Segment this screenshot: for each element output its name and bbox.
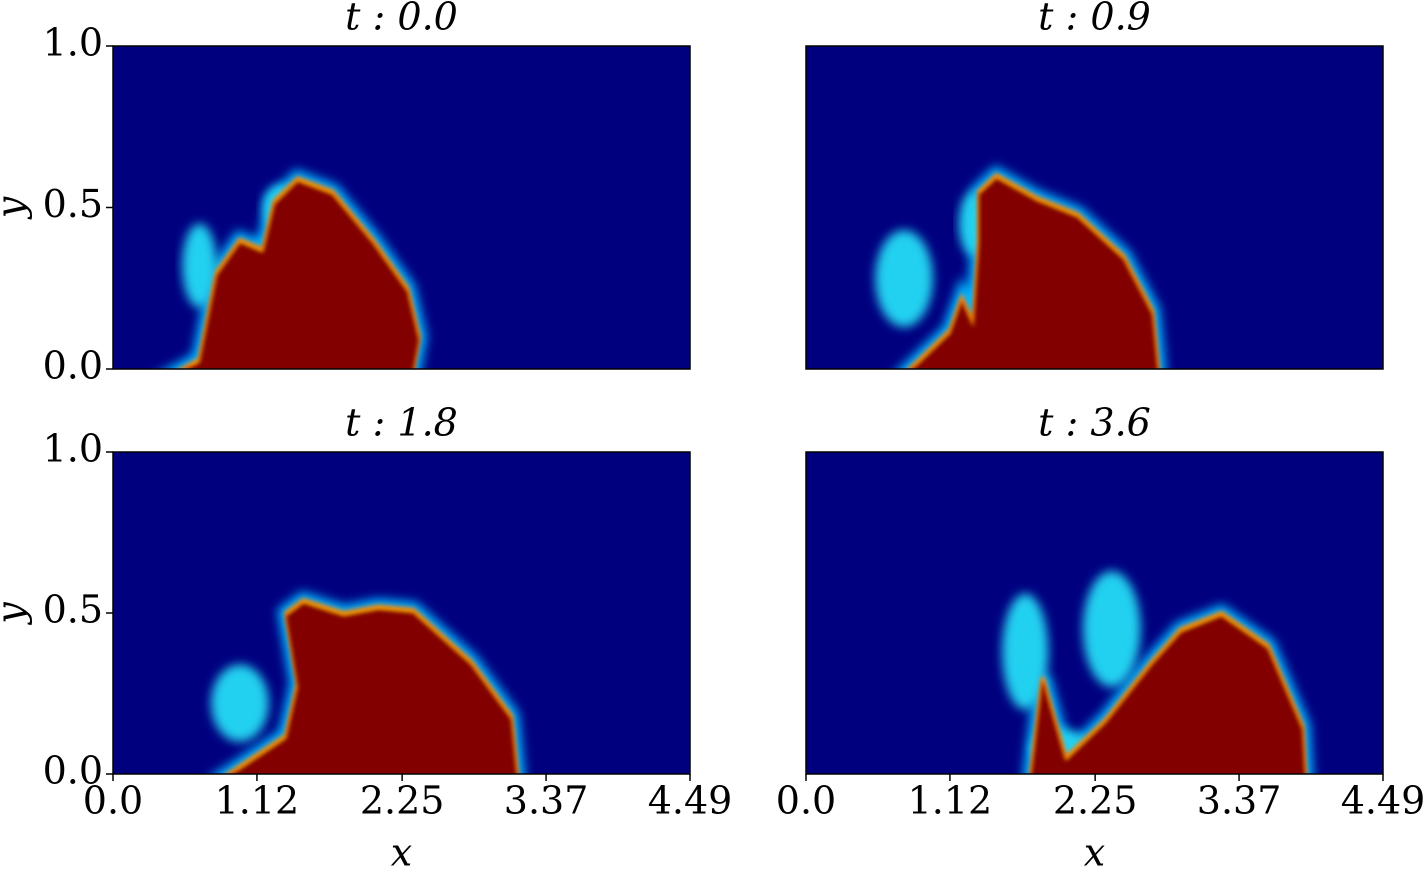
panel: t : 0.0 0.0 0.5 1.0 y	[0, 0, 691, 388]
x-tick-label: 2.25	[360, 779, 445, 823]
panel-title: t : 1.8	[345, 401, 458, 445]
field-image	[806, 46, 1383, 369]
field-image	[113, 452, 690, 774]
x-tick-label: 4.49	[1341, 779, 1425, 823]
plot-frame	[805, 45, 1384, 370]
x-tick-label: 0.0	[776, 779, 836, 823]
panel-title: t : 0.9	[1038, 0, 1151, 39]
field-image	[113, 46, 690, 369]
y-tick-label: 1.0	[43, 427, 103, 471]
panel: t : 3.6 0.0 1.12 2.25 3.37 4.49 x	[776, 401, 1425, 875]
y-axis-label: y	[0, 602, 33, 626]
panel: t : 0.9	[805, 0, 1384, 370]
panel-title: t : 3.6	[1038, 401, 1151, 445]
panel-title: t : 0.0	[345, 0, 458, 39]
x-tick-label: 2.25	[1053, 779, 1138, 823]
x-axis-label: x	[1084, 831, 1105, 875]
x-tick-label: 3.37	[504, 779, 589, 823]
x-tick-label: 0.0	[83, 779, 143, 823]
x-tick-label: 3.37	[1197, 779, 1282, 823]
y-tick-label: 0.5	[43, 182, 103, 226]
y-axis-label: y	[0, 196, 33, 220]
y-tick-label: 0.5	[43, 588, 103, 632]
x-tick-label: 1.12	[215, 779, 300, 823]
x-tick-label: 4.49	[648, 779, 733, 823]
y-tick-label: 0.0	[43, 749, 103, 793]
field-image	[806, 452, 1383, 774]
x-axis-label: x	[391, 831, 412, 875]
y-tick-label: 0.0	[43, 344, 103, 388]
x-tick-label: 1.12	[908, 779, 993, 823]
y-tick-label: 1.0	[43, 21, 103, 65]
panel: t : 1.8 0.0 1.12 2.25 3.37 4.49 0.0 0.5 1.0 x y	[0, 401, 732, 875]
